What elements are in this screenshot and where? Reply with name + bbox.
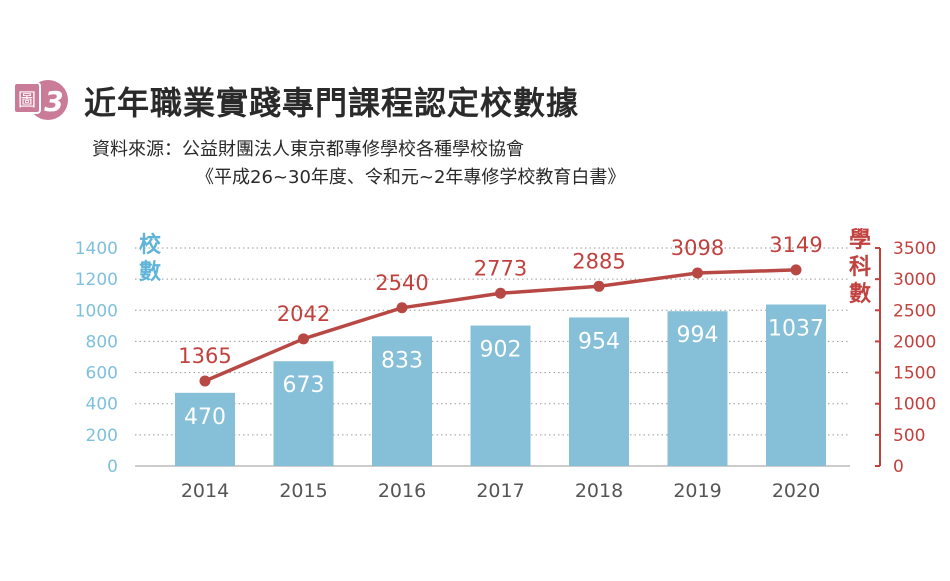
line-point [495, 287, 506, 299]
bar-value-label: 902 [480, 338, 522, 363]
x-tick-label: 2020 [772, 480, 820, 502]
line-value-label: 2540 [375, 271, 428, 295]
bar-value-label: 673 [283, 373, 325, 398]
line-point [396, 302, 408, 314]
bar [470, 325, 531, 466]
left-tick-label: 1400 [75, 239, 118, 259]
right-tick-label: 2500 [893, 301, 936, 321]
line-value-label: 3149 [769, 233, 822, 257]
bar-series: 470 673 833 902 954 994 1037 [175, 304, 826, 466]
line-value-label: 3098 [671, 236, 724, 260]
x-axis: 2014 2015 2016 2017 2018 2019 2020 [181, 480, 820, 502]
bar [273, 361, 334, 466]
source-line-2: 《平成26~30年度、令和元~2年專修学校教育白書》 [196, 167, 626, 188]
bar-value-label: 470 [184, 405, 226, 430]
left-tick-label: 800 [86, 332, 118, 352]
bar [667, 311, 728, 466]
bar-value-label: 833 [381, 348, 423, 373]
right-tick-label: 2000 [893, 332, 936, 352]
bar [569, 317, 629, 466]
badge-number: 3 [44, 85, 63, 118]
x-tick-label: 2014 [181, 480, 229, 502]
right-tick-label: 3000 [893, 270, 936, 290]
left-tick-label: 1200 [75, 270, 118, 290]
right-axis: 0 500 1000 1500 2000 2500 3000 3500 [875, 239, 936, 477]
chart-title: 近年職業實踐專門課程認定校數據 [84, 84, 580, 122]
line-point [692, 267, 703, 279]
bar-value-label: 1037 [768, 317, 824, 342]
bar [372, 336, 432, 466]
line-value-label: 2773 [474, 256, 527, 280]
left-tick-label: 200 [86, 426, 118, 446]
left-tick-label: 1000 [75, 301, 118, 321]
left-tick-label: 600 [86, 364, 118, 384]
badge-label: 圖 [18, 90, 36, 111]
left-tick-label: 0 [107, 457, 118, 477]
x-tick-label: 2017 [476, 480, 524, 502]
line-value-label: 2885 [572, 249, 625, 273]
line-point [593, 280, 605, 292]
right-tick-label: 500 [893, 426, 925, 446]
line-point [790, 264, 802, 276]
right-tick-label: 0 [893, 457, 904, 477]
right-tick-label: 1000 [893, 395, 936, 415]
line-series: 1365 2042 2540 2773 2885 3098 3149 [178, 233, 823, 387]
bar [175, 392, 235, 466]
x-tick-label: 2016 [378, 480, 426, 502]
line-value-label: 2042 [277, 302, 330, 326]
line-point [199, 375, 211, 387]
bar-value-label: 954 [578, 329, 620, 354]
right-axis-title: 學科數 [849, 227, 871, 307]
left-tick-label: 400 [86, 395, 118, 415]
axis-titles: 校數 學科數 [139, 227, 871, 307]
line-value-label: 1365 [178, 344, 231, 368]
line-point [298, 333, 309, 345]
x-tick-label: 2019 [673, 480, 721, 502]
right-tick-label: 1500 [893, 364, 936, 384]
source-line-1: 資料來源：公益財團法人東京都專修學校各種學校協會 [92, 139, 524, 160]
right-tick-label: 3500 [893, 239, 936, 259]
figure-badge: 圖 3 [10, 78, 70, 122]
left-axis-title: 校數 [139, 232, 162, 285]
x-tick-label: 2018 [575, 480, 623, 502]
left-axis: 0 200 400 600 800 1000 1200 1400 [75, 239, 118, 477]
bar-value-label: 994 [677, 323, 719, 348]
bar [766, 304, 826, 466]
x-tick-label: 2015 [279, 480, 327, 502]
